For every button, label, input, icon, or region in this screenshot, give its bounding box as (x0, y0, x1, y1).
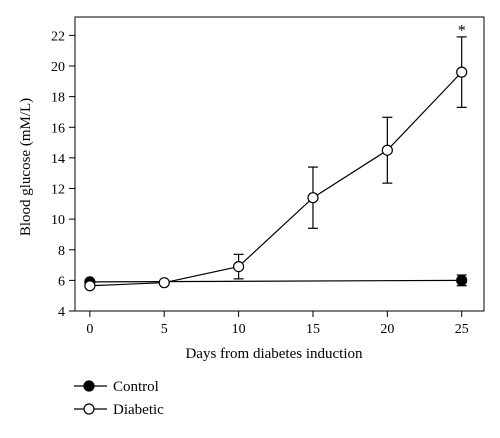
significance-marker: * (458, 23, 466, 40)
axes: 0 5 10 15 20 25 4 6 8 10 12 14 16 18 20 22 (51, 16, 485, 337)
y-tick-label: 12 (51, 183, 65, 198)
x-tick-label: 0 (86, 322, 93, 337)
data-point (84, 280, 96, 292)
y-tick-label: 6 (58, 274, 65, 289)
x-tick-label: 25 (455, 322, 469, 337)
y-tick-label: 18 (51, 91, 65, 106)
y-tick-label: 22 (51, 29, 65, 44)
series-line-control (89, 279, 462, 283)
series-layer: * (84, 23, 468, 292)
legend-label: Control (113, 379, 159, 395)
legend-item-control: Control (74, 379, 159, 395)
series-line-diabetic (89, 71, 463, 287)
y-tick-label: 16 (51, 121, 65, 136)
x-axis-label: Days from diabetes induction (185, 346, 363, 362)
data-point (456, 274, 468, 286)
x-tick-label: 5 (161, 322, 168, 337)
data-point (233, 260, 245, 273)
x-tick-label: 10 (232, 322, 246, 337)
series-diabetic (84, 36, 468, 292)
x-tick-label: 20 (380, 322, 394, 337)
series-control (84, 274, 468, 288)
legend-label: Diabetic (113, 402, 164, 418)
legend-item-diabetic: Diabetic (74, 402, 164, 418)
y-tick-label: 4 (58, 305, 65, 320)
plot-frame (74, 16, 485, 312)
y-tick-label: 8 (58, 244, 65, 259)
data-point (307, 192, 319, 204)
data-point (381, 144, 393, 156)
legend: Control Diabetic (74, 379, 164, 418)
x-tick-label: 15 (306, 322, 320, 337)
y-tick-label: 14 (51, 152, 65, 167)
data-point (456, 66, 468, 78)
data-point (158, 277, 170, 289)
legend-marker (83, 403, 95, 415)
y-tick-label: 10 (51, 213, 65, 228)
legend-marker (83, 380, 95, 392)
y-axis-label: Blood glucose (mM/L) (18, 98, 34, 236)
y-tick-label: 20 (51, 60, 65, 75)
